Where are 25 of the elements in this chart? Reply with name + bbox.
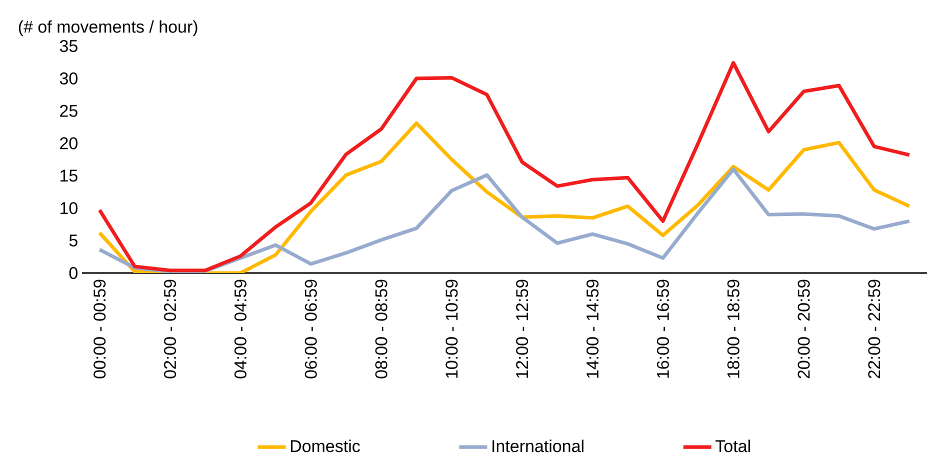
x-tick-label: 14:00 - 14:59 (586, 280, 599, 378)
x-tick-label: 12:00 - 12:59 (516, 280, 528, 378)
x-tick-label: 00:00 - 00:59 (94, 280, 106, 378)
y-tick-label: 25 (60, 104, 78, 117)
x-tick-label: 06:00 - 06:59 (304, 280, 317, 378)
legend-label: Domestic (290, 440, 360, 452)
y-axis-title: (# of movements / hour) (18, 20, 198, 36)
y-tick-label: 10 (60, 202, 78, 214)
y-tick-label: 30 (60, 72, 78, 84)
x-tick-label: 02:00 - 02:59 (164, 280, 176, 378)
y-tick-label: 0 (69, 266, 78, 280)
y-tick-label: 35 (60, 40, 78, 52)
y-tick-label: 15 (60, 170, 78, 182)
line-series (98, 61, 912, 272)
y-tick-label: 5 (69, 234, 78, 247)
legend-label: Total (716, 440, 750, 452)
legend-label: International (492, 440, 584, 452)
x-tick-label: 20:00 - 20:59 (798, 280, 810, 378)
y-tick-label: 20 (60, 137, 78, 150)
x-tick-label: 08:00 - 08:59 (375, 280, 388, 378)
x-tick-label: 22:00 - 22:59 (868, 280, 880, 378)
x-tick-label: 18:00 - 18:59 (727, 280, 740, 378)
x-tick-label: 16:00 - 16:59 (656, 280, 669, 378)
x-tick-label: 10:00 - 10:59 (446, 280, 458, 378)
x-tick-label: 04:00 - 04:59 (234, 280, 246, 378)
